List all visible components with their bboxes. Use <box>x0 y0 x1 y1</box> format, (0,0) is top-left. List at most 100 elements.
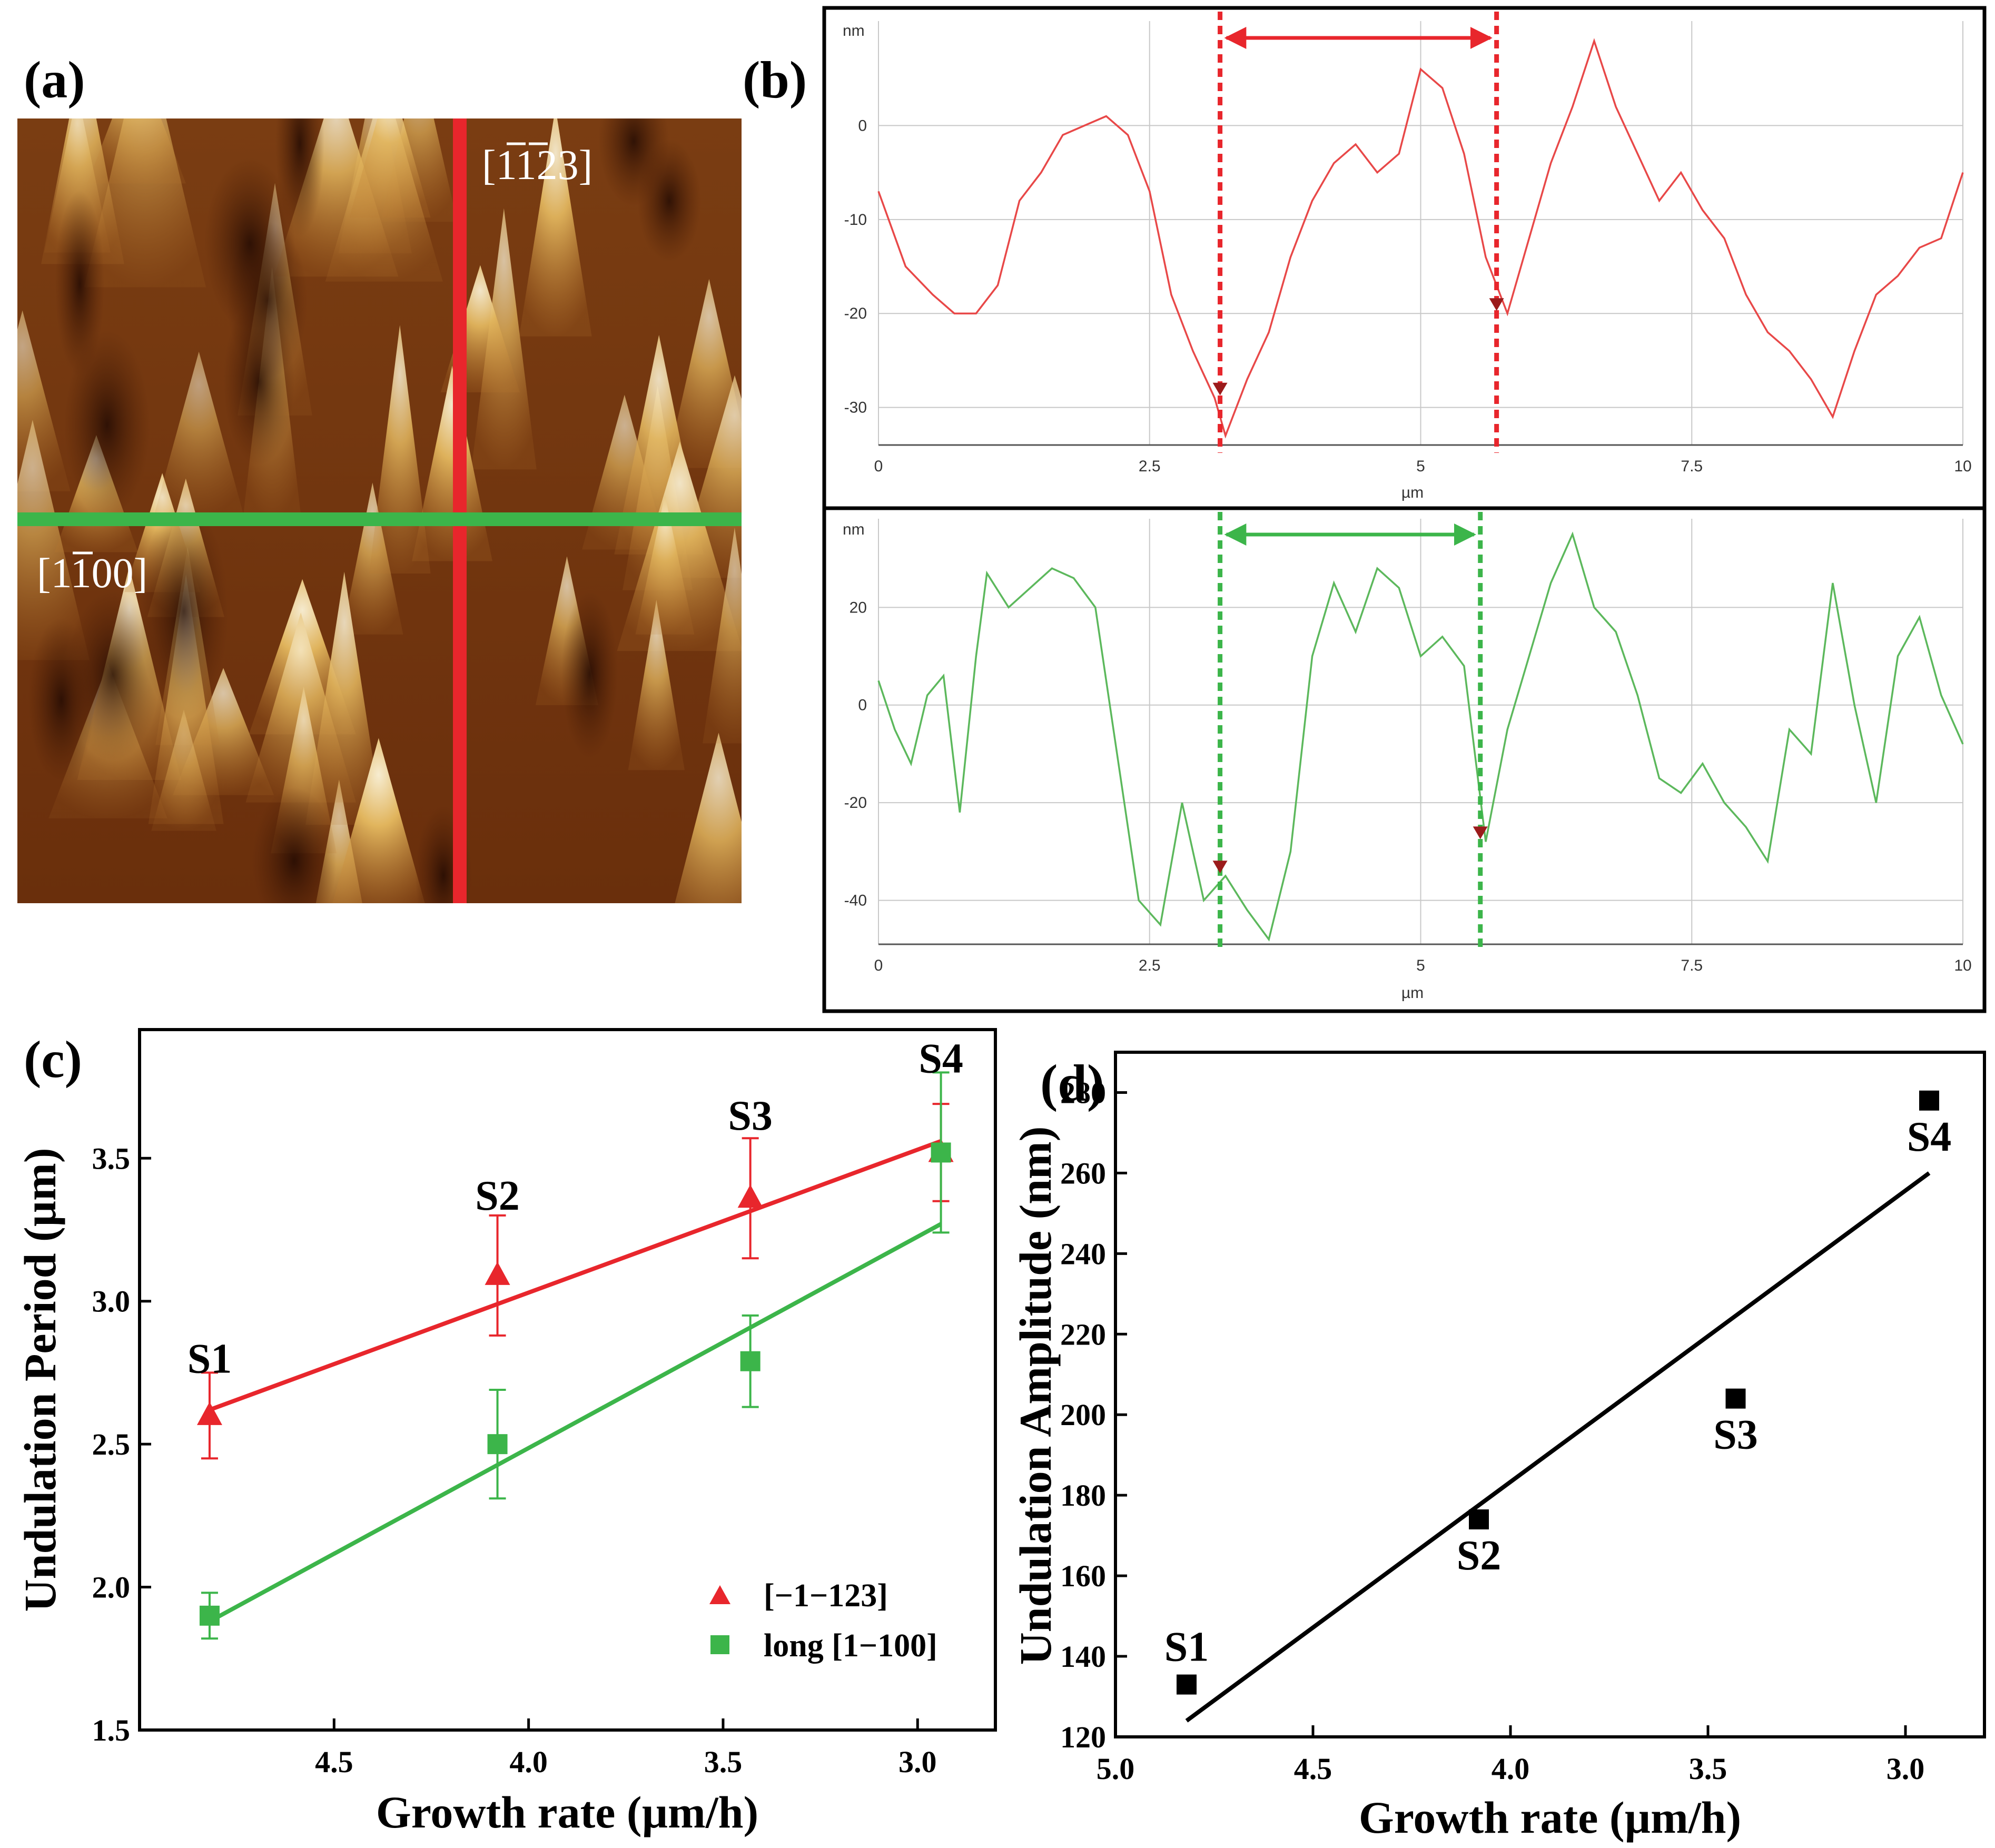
profile-chart-top: nm µm 0 2.5 5 7.5 10 -30 -20 -10 0 <box>843 12 1972 501</box>
afm-pit <box>252 787 337 903</box>
point-label: S3 <box>728 1093 773 1139</box>
afm-green-line <box>17 512 742 526</box>
data-point-triangle <box>737 1184 763 1208</box>
profile-bottom-ticks: 0 2.5 5 7.5 10 -40 -20 0 20 <box>844 599 1972 974</box>
chart-d: 5.0 4.5 4.0 3.5 3.0 120 140 160 180 200 220 240 260 2… <box>1010 1051 1986 1843</box>
afm-ridge <box>519 118 592 337</box>
data-point-square <box>1725 1388 1746 1409</box>
afm-pit <box>66 589 160 761</box>
point-label: S1 <box>1164 1624 1209 1671</box>
legend-triangle-marker <box>709 1585 730 1604</box>
afm-label-vertical: [1123] <box>482 142 592 189</box>
x-tick-label: 7.5 <box>1681 458 1703 475</box>
y-tick-label: 1.5 <box>92 1713 131 1747</box>
chart-c-ticks: 4.5 4.0 3.5 3.0 1.5 2.0 2.5 3.0 3.5 <box>92 1141 937 1779</box>
point-label: S2 <box>1457 1533 1502 1579</box>
point-label: S2 <box>475 1173 520 1219</box>
fit-line <box>209 1139 942 1412</box>
profile-top-grid <box>878 21 1963 446</box>
x-tick-label: 3.5 <box>1689 1752 1727 1786</box>
afm-pit <box>55 190 105 377</box>
data-point-square <box>1469 1509 1489 1530</box>
afm-ridge <box>332 738 425 903</box>
afm-ridge <box>153 351 244 517</box>
legend-label-1: [−1−123] <box>764 1578 888 1614</box>
x-tick-label: 0 <box>874 957 883 974</box>
y-tick-label: 180 <box>1060 1478 1106 1513</box>
cursor-triangle-marker <box>1489 298 1504 311</box>
profile-top-line <box>877 38 1964 439</box>
profile-top-ticks: 0 2.5 5 7.5 10 -30 -20 -10 0 <box>844 117 1972 475</box>
legend-label-2: long [1−100] <box>764 1628 937 1664</box>
chart-c-point-labels: S1 S2 S3 S4 <box>187 1035 963 1382</box>
afm-label-horizontal-text: [1100] <box>37 550 147 597</box>
y-tick-label: 2.5 <box>92 1427 131 1461</box>
chart-d-ylabel: Undulation Amplitude (nm) <box>1010 1126 1061 1665</box>
y-tick-label: 140 <box>1060 1639 1106 1674</box>
y-tick-label: 280 <box>1060 1075 1106 1110</box>
afm-ridge <box>635 495 695 635</box>
y-tick-label: 120 <box>1060 1720 1106 1754</box>
y-tick-label: 200 <box>1060 1398 1106 1432</box>
x-tick-label: 2.5 <box>1139 458 1161 475</box>
y-tick-label: 160 <box>1060 1559 1106 1593</box>
y-tick-label: 0 <box>858 117 867 134</box>
afm-red-line <box>453 118 467 903</box>
y-tick-label: 2.0 <box>92 1570 131 1605</box>
afm-pit <box>204 157 295 330</box>
afm-ridge <box>17 420 90 660</box>
afm-ridge <box>628 599 685 770</box>
fit-line <box>209 1222 942 1624</box>
data-point-square <box>487 1434 508 1455</box>
profile-top-ylabel: nm <box>843 22 865 39</box>
profile-top-markers <box>1212 12 1504 453</box>
afm-ridge <box>349 118 431 218</box>
chart-c: 4.5 4.0 3.5 3.0 1.5 2.0 2.5 3.0 3.5 S1 S2 S3 S4 Gro… <box>15 1028 997 1837</box>
chart-c-ylabel: Undulation Period (µm) <box>15 1148 65 1612</box>
y-tick-label: -40 <box>844 892 867 910</box>
afm-ridge <box>369 325 431 574</box>
afm-ridge <box>274 118 399 277</box>
chart-c-legend: [−1−123] long [1−100] <box>709 1578 937 1664</box>
afm-ridge <box>703 527 742 744</box>
y-tick-label: -10 <box>844 211 867 229</box>
data-point-triangle <box>485 1261 510 1285</box>
y-tick-label: 3.5 <box>92 1141 131 1175</box>
x-tick-label: 5 <box>1416 957 1425 974</box>
afm-pit <box>561 589 618 758</box>
x-tick-label: 4.0 <box>509 1745 548 1779</box>
afm-pit <box>64 330 150 519</box>
chart-d-points <box>1177 1090 1939 1695</box>
data-point-square <box>1919 1090 1939 1111</box>
y-tick-label: 220 <box>1060 1317 1106 1351</box>
data-point-triangle <box>196 1401 222 1425</box>
y-tick-label: 240 <box>1060 1237 1106 1271</box>
chart-d-fits <box>1185 1171 1931 1723</box>
profile-bottom-ylabel: nm <box>843 521 865 538</box>
x-tick-label: 7.5 <box>1681 957 1703 974</box>
afm-image: [1123] [1100] <box>17 118 742 903</box>
afm-ridge <box>675 733 742 903</box>
afm-ridge <box>471 208 537 470</box>
x-tick-label: 0 <box>874 458 883 475</box>
data-point-square <box>740 1351 761 1371</box>
x-tick-label: 3.0 <box>898 1745 937 1779</box>
x-tick-label: 10 <box>1954 957 1971 974</box>
point-label: S1 <box>187 1336 232 1382</box>
afm-pit <box>139 503 229 719</box>
chart-c-points <box>196 1071 954 1640</box>
profile-bottom-markers <box>1212 512 1488 952</box>
x-tick-label: 5 <box>1416 458 1425 475</box>
profile-bottom-grid <box>878 519 1963 945</box>
chart-d-point-labels: S1 S2 S3 S4 <box>1164 1114 1952 1671</box>
profile-bottom-line <box>877 531 1964 942</box>
fit-line <box>1185 1171 1931 1723</box>
cursor-triangle-marker <box>1212 382 1228 396</box>
y-tick-label: 260 <box>1060 1156 1106 1190</box>
afm-label-horizontal: [1100] <box>37 550 147 597</box>
afm-ridge <box>412 365 492 561</box>
y-tick-label: 0 <box>858 697 867 714</box>
y-tick-label: -30 <box>844 399 867 417</box>
afm-label-horizontal-digits: 1100 <box>51 550 134 597</box>
